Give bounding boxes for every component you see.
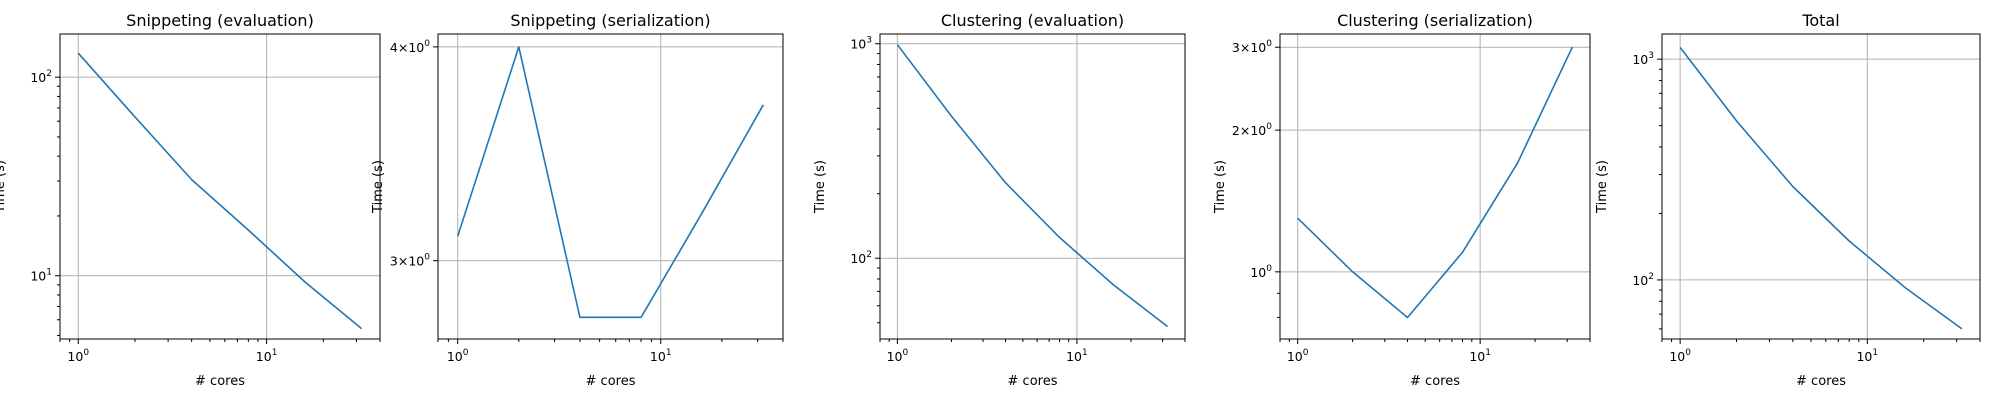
chart-panel-3: 100 101 102 103 Clustering (evaluation) # cor… <box>813 11 1186 389</box>
y-axis-label: Time (s) <box>371 160 386 214</box>
x-tick-label: 101 <box>1469 348 1491 364</box>
x-tick-label: 100 <box>447 348 469 364</box>
x-tick-label: 100 <box>67 348 89 364</box>
plot-frame <box>1279 33 1591 340</box>
y-tick-label: 102 <box>850 250 872 266</box>
x-axis-label: # cores <box>586 374 636 389</box>
plot-frame <box>879 33 1186 340</box>
y-tick-label: 4×100 <box>390 39 430 55</box>
x-axis-label: # cores <box>195 374 245 389</box>
series-line <box>456 46 764 319</box>
chart-title: Clustering (serialization) <box>1337 11 1533 30</box>
x-tick-label: 101 <box>650 348 672 364</box>
series-line <box>1679 46 1963 330</box>
y-tick-label: 101 <box>30 268 52 284</box>
y-axis-label: Time (s) <box>813 160 828 214</box>
y-tick-label: 100 <box>1250 264 1272 280</box>
chart-title: Snippeting (serialization) <box>510 11 710 30</box>
y-tick-label: 102 <box>30 69 52 85</box>
x-axis-label: # cores <box>1796 374 1846 389</box>
series-line <box>77 52 363 330</box>
chart-panel-2: 100 101 3×100 4×100 Snippeting (serializatio… <box>371 11 784 389</box>
chart-title: Total <box>1801 11 1839 30</box>
series-line <box>1297 46 1574 319</box>
x-tick-label: 100 <box>887 348 909 364</box>
plot-frame <box>437 33 784 340</box>
chart-title: Clustering (evaluation) <box>941 11 1124 30</box>
chart-panel-4: 100 101 100 2×100 3×100 Clustering (serializa… <box>1213 11 1591 389</box>
y-axis-label: Time (s) <box>1213 160 1228 214</box>
x-tick-label: 100 <box>1287 348 1309 364</box>
y-tick-label: 2×100 <box>1232 122 1272 138</box>
y-axis-label: Time (s) <box>0 160 8 214</box>
x-tick-label: 100 <box>1669 348 1691 364</box>
series-line <box>896 44 1169 328</box>
y-tick-label: 102 <box>1632 272 1654 288</box>
y-tick-label: 103 <box>1632 51 1654 67</box>
chart-panel-1: 100 101 101 102 Snippeting (evaluation) # cor… <box>0 11 381 389</box>
x-axis-label: # cores <box>1410 374 1460 389</box>
y-tick-label: 3×100 <box>390 253 430 269</box>
chart-title: Snippeting (evaluation) <box>126 11 314 30</box>
plot-frame <box>59 33 381 340</box>
x-tick-label: 101 <box>1066 348 1088 364</box>
chart-panel-5: 100 101 102 103 Total # cores Time (s) <box>1595 11 1981 389</box>
y-tick-label: 3×100 <box>1232 39 1272 55</box>
x-tick-label: 101 <box>1856 348 1878 364</box>
x-tick-label: 101 <box>256 348 278 364</box>
plot-frame <box>1661 33 1981 340</box>
x-axis-label: # cores <box>1008 374 1058 389</box>
y-tick-label: 103 <box>850 36 872 52</box>
y-axis-label: Time (s) <box>1595 160 1610 214</box>
